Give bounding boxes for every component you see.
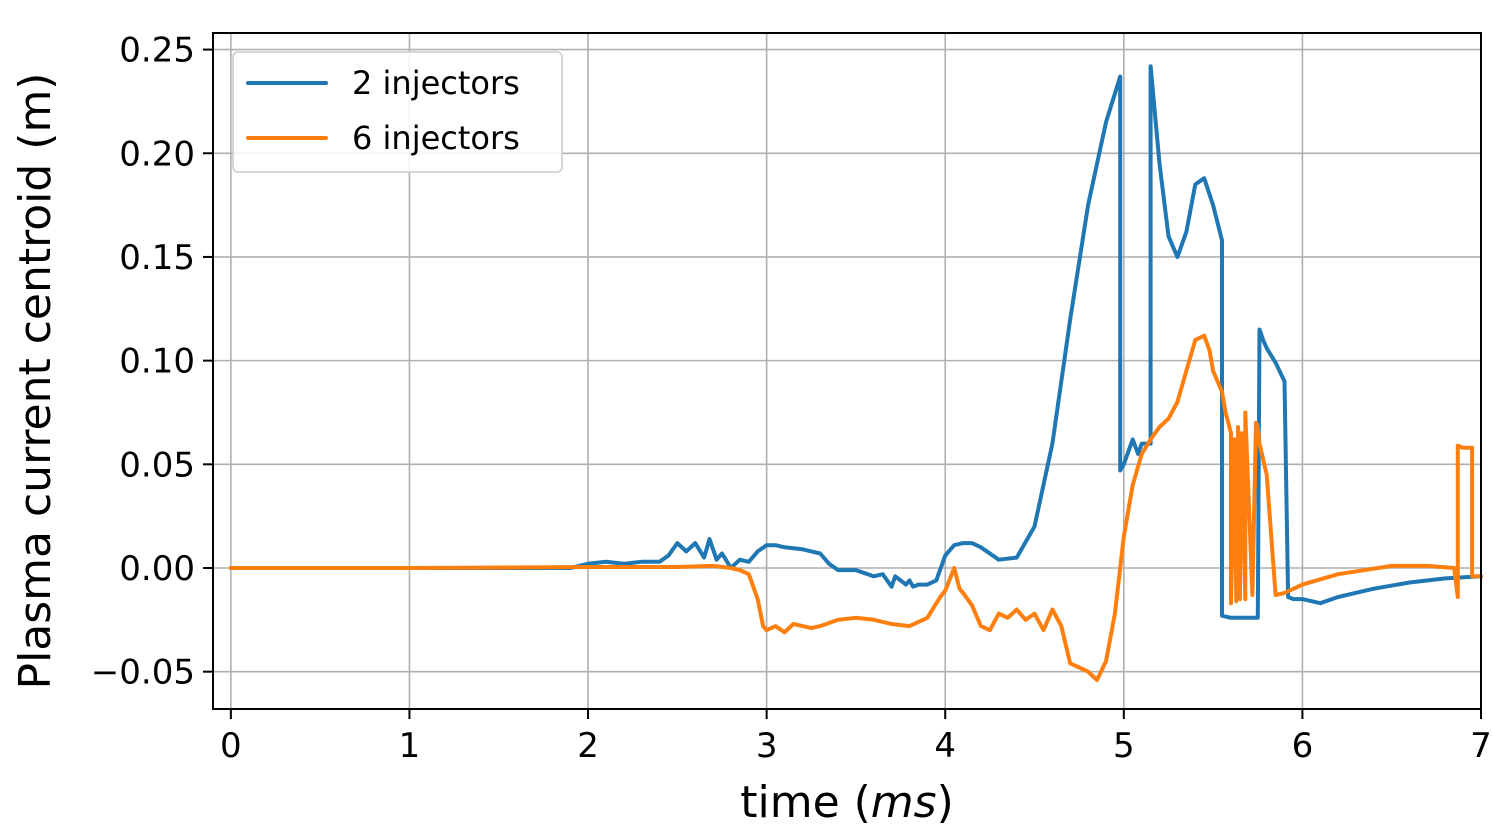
plot-area-frame: [212, 32, 1482, 710]
legend-label-6-injectors: 6 injectors: [352, 119, 520, 157]
x-axis-label: time (ms): [740, 777, 954, 826]
y-tick-label: 0.20: [119, 134, 195, 174]
x-tick-label: 6: [1292, 726, 1314, 766]
y-tick-label: 0.25: [119, 31, 195, 71]
x-tick-label: 3: [756, 726, 778, 766]
plot-series: [228, 64, 1483, 682]
series-line-6-injectors: [228, 333, 1483, 682]
legend: 2 injectors 6 injectors: [232, 51, 563, 173]
x-tick-label: 5: [1113, 726, 1135, 766]
y-tick-label: 0.05: [119, 445, 195, 485]
y-tick-label: 0.10: [119, 342, 195, 382]
x-tick-label: 4: [934, 726, 956, 766]
x-tick-label: 0: [220, 726, 242, 766]
y-tick-label: −0.05: [91, 653, 195, 693]
x-tick-label: 7: [1470, 726, 1492, 766]
x-tick-label: 1: [399, 726, 421, 766]
y-axis-label: Plasma current centroid (m): [10, 73, 61, 690]
series-line-2-injectors: [228, 64, 1483, 620]
grid: [213, 33, 1482, 709]
axis-ticks: 0 1 2 3 4 5 6 7 −0.05 0.00 0.05 0.10 0.15 0.20 0.25: [91, 31, 1492, 766]
x-tick-label: 2: [577, 726, 599, 766]
y-tick-label: 0.00: [119, 549, 195, 589]
y-tick-label: 0.15: [119, 238, 195, 278]
legend-label-2-injectors: 2 injectors: [352, 64, 520, 102]
